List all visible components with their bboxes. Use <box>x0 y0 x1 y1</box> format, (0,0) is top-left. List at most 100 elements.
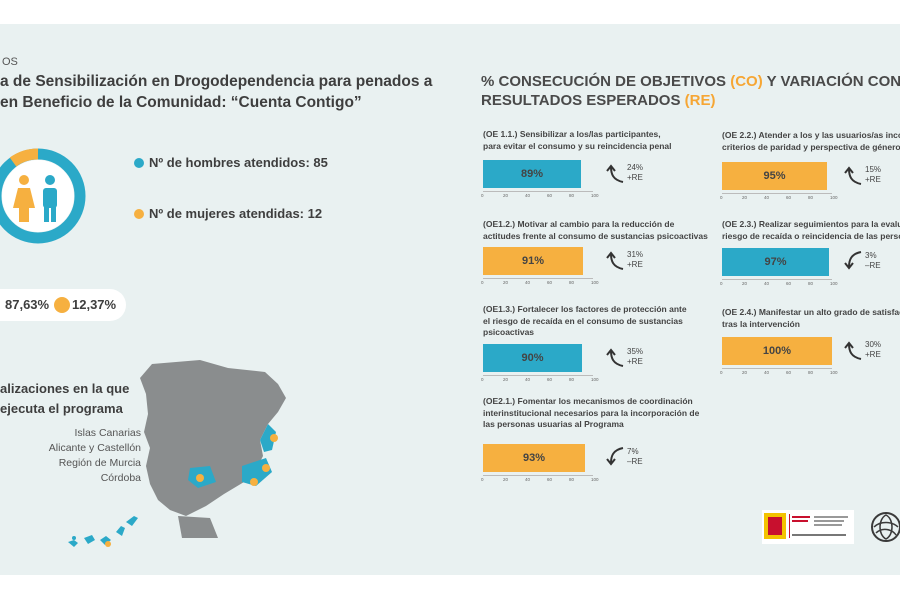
axis-tick-label: 60 <box>786 281 792 286</box>
co-highlight: (CO) <box>730 73 763 90</box>
objective-label: (OE 1.1.) Sensibilizar a los/las partici… <box>483 129 672 152</box>
axis-tick-label: 80 <box>569 377 575 382</box>
axis-tick-label: 100 <box>591 377 599 382</box>
objectives-title-text-2: Y VARIACIÓN CON RESPECTO <box>766 73 900 90</box>
program-title-line2: en Beneficio de la Comunidad: “Cuenta Co… <box>0 94 362 111</box>
axis-tick-label: 40 <box>525 477 531 482</box>
marker-cordoba <box>196 474 204 482</box>
trend-up-arrow-icon <box>844 341 862 360</box>
axis-tick-label: 20 <box>742 195 748 200</box>
objective-bar: 90% <box>483 344 582 372</box>
axis-tick-label: 60 <box>547 377 553 382</box>
organization-logo <box>871 512 900 542</box>
variation-percent: 15% <box>865 165 882 174</box>
axis-tick-label: 100 <box>830 195 838 200</box>
axis-tick-label: 80 <box>808 281 814 286</box>
objective-label: (OE1.2.) Motivar al cambio para la reduc… <box>483 219 708 242</box>
axis-tick-label: 40 <box>525 193 531 198</box>
objective-label-line: psicoactivas <box>483 327 535 337</box>
marker-alicante <box>262 464 270 472</box>
variation-sign: +RE <box>627 357 643 366</box>
axis-tick-label: 80 <box>569 280 575 285</box>
axis-tick-label: 0 <box>720 370 723 375</box>
axis-tick-label: 60 <box>547 477 553 482</box>
objective-bar: 100% <box>722 337 832 365</box>
axis-tick-label: 0 <box>720 281 723 286</box>
axis-tick-label: 60 <box>547 193 553 198</box>
objective-label: (OE1.3.) Fortalecer los factores de prot… <box>483 304 687 339</box>
axis-tick-label: 60 <box>786 370 792 375</box>
marker-murcia <box>250 478 258 486</box>
variation-re: 31% +RE <box>627 250 643 270</box>
man-icon <box>43 175 57 222</box>
government-logo <box>762 510 854 544</box>
axis-tick-label: 100 <box>830 281 838 286</box>
axis-tick-label: 80 <box>569 477 575 482</box>
objective-bar: 95% <box>722 162 827 190</box>
objective-axis <box>722 368 832 369</box>
region-alicante-castellon <box>260 424 276 452</box>
objectives-title-line1: % CONSECUCIÓN DE OBJETIVOS (CO) Y VARIAC… <box>481 72 900 91</box>
men-count: Nº de hombres atendidos: 85 <box>149 155 328 170</box>
objectives-title-line2: RESULTADOS ESPERADOS (RE) <box>481 91 715 110</box>
axis-tick-label: 40 <box>764 195 770 200</box>
variation-percent: 7% <box>627 447 639 456</box>
men-percent: 87,63% <box>5 297 50 312</box>
axis-tick-label: 80 <box>808 195 814 200</box>
axis-tick-label: 80 <box>808 370 814 375</box>
objective-axis <box>483 191 593 192</box>
variation-re: 35% +RE <box>627 347 643 367</box>
trend-up-arrow-icon <box>606 348 624 367</box>
trend-up-arrow-icon <box>844 166 862 185</box>
government-logo-art <box>764 513 848 539</box>
variation-percent: 3% <box>865 251 877 260</box>
location-item: Alicante y Castellón <box>48 442 141 454</box>
variation-re: 7% –RE <box>627 447 643 467</box>
axis-tick-label: 100 <box>591 280 599 285</box>
objective-label-line: (OE 2.4.) Manifestar un alto grado de sa… <box>722 307 900 317</box>
men-legend-dot <box>134 158 144 168</box>
trend-down-arrow-icon <box>606 447 624 466</box>
axis-tick-label: 0 <box>481 377 484 382</box>
trend-up-arrow-icon <box>606 251 624 270</box>
donut-center <box>2 160 74 232</box>
spain-map <box>68 360 286 547</box>
objective-label-line: (OE1.2.) Motivar al cambio para la reduc… <box>483 219 675 229</box>
objective-label-line: (OE 2.2.) Atender a los y las usuarios/a… <box>722 130 900 140</box>
location-item: Córdoba <box>100 472 141 484</box>
axis-tick-label: 20 <box>503 377 509 382</box>
locations-title-line2: ejecuta el programa <box>0 401 123 416</box>
objective-bar: 93% <box>483 444 585 472</box>
women-percent-dot <box>54 297 70 313</box>
variation-percent: 31% <box>627 250 644 259</box>
location-item: Región de Murcia <box>58 457 141 469</box>
variation-percent: 35% <box>627 347 644 356</box>
axis-tick-label: 100 <box>591 477 599 482</box>
variation-re: 24% +RE <box>627 163 643 183</box>
objective-label-line: (OE 2.3.) Realizar seguimientos para la … <box>722 219 900 229</box>
objective-label-line: interinstitucional necesarios para la in… <box>483 407 700 418</box>
objective-label-line: criterios de paridad y perspectiva de gé… <box>722 141 900 152</box>
axis-tick-label: 0 <box>481 193 484 198</box>
infographic-panel: OS a de Sensibilización en Drogodependen… <box>0 24 900 575</box>
axis-tick-label: 80 <box>569 193 575 198</box>
women-ring-segment <box>9 148 39 167</box>
re-highlight: (RE) <box>684 92 716 109</box>
marker-castellon <box>270 434 278 442</box>
objective-label-line: (OE1.3.) Fortalecer los factores de prot… <box>483 304 687 314</box>
objectives-title-text-3: RESULTADOS ESPERADOS <box>481 92 685 109</box>
axis-tick-label: 20 <box>503 477 509 482</box>
axis-tick-label: 0 <box>720 195 723 200</box>
percent-pill: 87,63% 12,37% <box>0 289 126 321</box>
axis-tick-label: 20 <box>503 193 509 198</box>
variation-sign: –RE <box>865 261 881 270</box>
objective-axis <box>483 375 593 376</box>
objective-label-line: riesgo de recaída o reincidencia de las … <box>722 230 900 241</box>
axis-tick-label: 0 <box>481 477 484 482</box>
objective-axis <box>483 475 593 476</box>
objective-label: (OE 2.4.) Manifestar un alto grado de sa… <box>722 307 900 330</box>
objective-label: (OE 2.3.) Realizar seguimientos para la … <box>722 219 900 242</box>
women-percent: 12,37% <box>72 297 117 312</box>
variation-sign: +RE <box>627 260 643 269</box>
variation-sign: –RE <box>627 457 643 466</box>
